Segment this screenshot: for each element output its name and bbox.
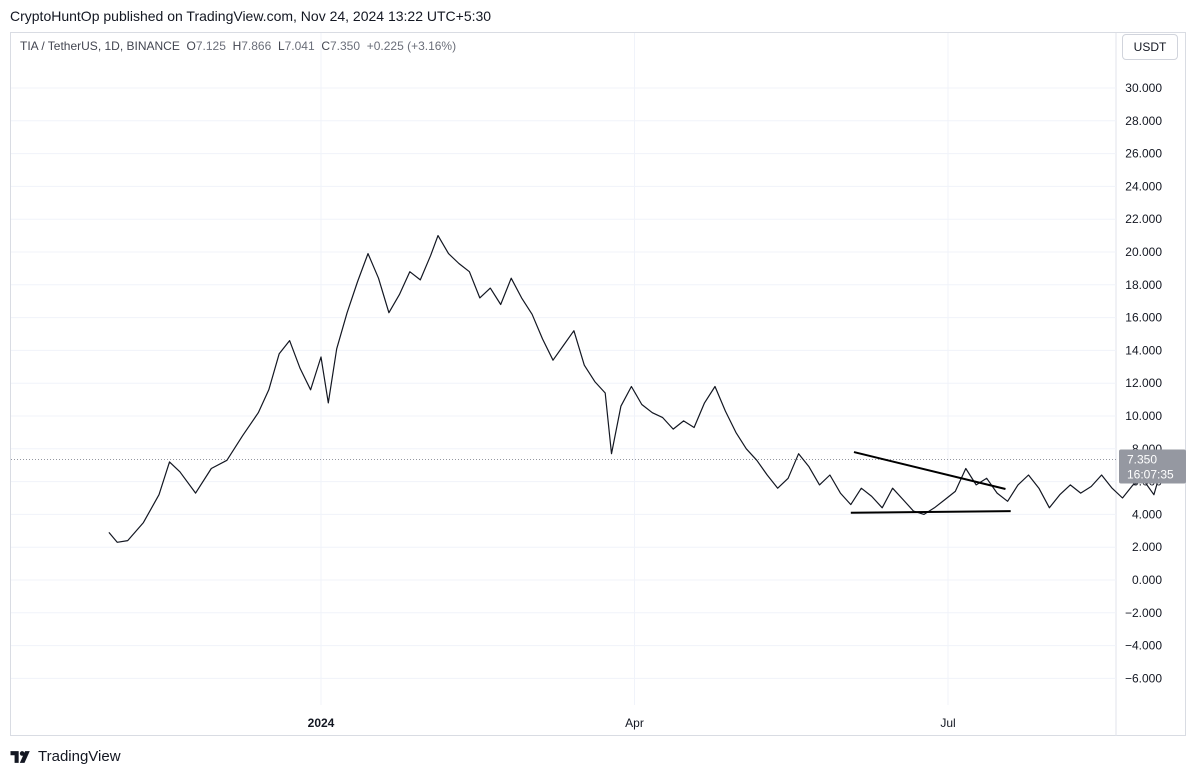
y-tick-label: 2.000: [1132, 540, 1162, 554]
y-tick-label: 0.000: [1132, 573, 1162, 587]
y-tick-label: 26.000: [1125, 147, 1162, 161]
y-tick-label: 24.000: [1125, 179, 1162, 193]
close-value: 7.350: [330, 39, 361, 53]
y-tick-label: 12.000: [1125, 376, 1162, 390]
x-tick-label: Jul: [940, 716, 955, 730]
last-price-tag: [1119, 449, 1186, 484]
y-tick-label: 4.000: [1132, 507, 1162, 521]
open-label: O: [186, 39, 196, 53]
y-tick-label: 22.000: [1125, 212, 1162, 226]
last-price-value: 7.350: [1127, 452, 1157, 466]
y-tick-label: 10.000: [1125, 409, 1162, 423]
high-label: H: [232, 39, 242, 53]
y-tick-label: 14.000: [1125, 343, 1162, 357]
y-tick-label: 30.000: [1125, 81, 1162, 95]
y-tick-label: −4.000: [1125, 639, 1162, 653]
y-tick-label: −2.000: [1125, 606, 1162, 620]
symbol-name: TIA / TetherUS, 1D, BINANCE: [20, 39, 180, 53]
trendline: [850, 510, 1011, 514]
x-tick-label: Apr: [625, 716, 644, 730]
y-tick-label: 18.000: [1125, 278, 1162, 292]
footer-brand-name: TradingView: [38, 748, 121, 765]
y-tick-label: 16.000: [1125, 311, 1162, 325]
high-value: 7.866: [241, 39, 272, 53]
published-by-line: CryptoHuntOp published on TradingView.co…: [10, 8, 492, 24]
currency-unit-button[interactable]: USDT: [1122, 34, 1178, 60]
low-value: 7.041: [284, 39, 315, 53]
x-tick-label: 2024: [308, 716, 335, 730]
open-value: 7.125: [195, 39, 226, 53]
y-tick-label: 20.000: [1125, 245, 1162, 259]
tradingview-logo-icon: [10, 750, 30, 763]
y-tick-label: 28.000: [1125, 114, 1162, 128]
bar-countdown: 16:07:35: [1127, 467, 1174, 481]
y-tick-label: −6.000: [1125, 671, 1162, 685]
symbol-legend: TIA / TetherUS, 1D, BINANCE O7.125 H7.86…: [20, 39, 456, 53]
low-label: L: [277, 39, 285, 53]
chart-pane[interactable]: [10, 32, 1186, 736]
price-series-line: [108, 235, 1165, 543]
trendline: [853, 451, 1006, 490]
change-value: +0.225 (+3.16%): [366, 39, 457, 53]
close-label: C: [321, 39, 330, 53]
footer-brand: TradingView: [10, 748, 121, 765]
